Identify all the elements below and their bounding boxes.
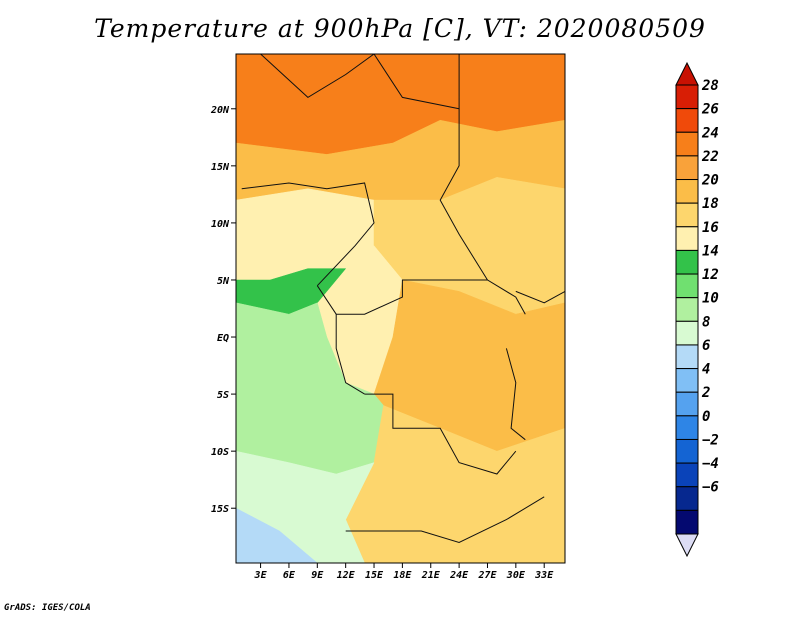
colorbar-swatch-8 — [675, 249, 699, 275]
colorbar-label-6: 18 — [702, 196, 719, 212]
colorbar-label-18: −6 — [702, 480, 719, 496]
y-tick-label-15S: 15S — [211, 504, 229, 515]
x-tick-label-3E: 3E — [254, 570, 268, 581]
temperature-region-11 — [236, 507, 318, 563]
colorbar-label-14: 2 — [701, 385, 710, 401]
border-line-10 — [515, 290, 565, 304]
border-line-6 — [335, 314, 365, 395]
colorbar-under-arrow — [675, 533, 699, 558]
map-plot-area — [236, 54, 565, 563]
border-line-9 — [505, 348, 526, 441]
colorbar-swatch-6 — [675, 202, 699, 228]
colorbar-label-3: 24 — [701, 125, 719, 141]
colorbar-swatch-7 — [675, 226, 699, 251]
colorbar-label-5: 20 — [701, 173, 719, 189]
x-tick-label-30E: 30E — [506, 570, 526, 581]
colorbar-swatch-2 — [675, 108, 699, 133]
colorbar-label-17: −4 — [702, 456, 719, 472]
y-tick-label-EQ: EQ — [217, 333, 229, 344]
footer-credit: GrADS: IGES/COLA — [4, 603, 91, 613]
x-tick-label-9E: 9E — [311, 570, 324, 581]
chart-title: Temperature at 900hPa [C], VT: 202008050… — [94, 14, 706, 43]
colorbar-label-16: −2 — [702, 432, 719, 448]
y-tick-label-5S: 5S — [217, 390, 229, 401]
colorbar-swatch-17 — [675, 462, 699, 488]
x-tick-label-15E: 15E — [365, 570, 384, 581]
colorbar-label-11: 8 — [702, 314, 710, 330]
y-tick-label-10S: 10S — [211, 447, 229, 458]
border-line-8 — [345, 496, 545, 544]
x-tick-label-12E: 12E — [337, 570, 356, 581]
x-tick-label-27E: 27E — [477, 570, 497, 581]
border-line-2 — [373, 54, 460, 110]
colorbar-label-7: 16 — [702, 220, 719, 236]
y-axis: 20N 15N 10N 5N EQ 5S 10S 15S — [210, 105, 236, 515]
colorbar-label-10: 10 — [702, 291, 719, 307]
colorbar-label-4: 22 — [701, 149, 719, 165]
y-tick-label-10N: 10N — [211, 219, 230, 230]
colorbar-swatch-3 — [675, 131, 699, 157]
colorbar-swatch-9 — [675, 273, 699, 299]
border-line-5 — [316, 279, 526, 315]
x-tick-label-21E: 21E — [421, 570, 441, 581]
colorbar-label-2: 26 — [701, 102, 719, 118]
colorbar-label-12: 6 — [702, 338, 710, 354]
y-tick-label-5N: 5N — [217, 276, 230, 287]
colorbar-swatch-13 — [675, 368, 699, 393]
colorbar-label-8: 14 — [702, 243, 719, 259]
country-borders — [241, 54, 565, 544]
colorbar-swatch-15 — [675, 415, 699, 440]
x-tick-label-24E: 24E — [449, 570, 469, 581]
x-tick-label-6E: 6E — [283, 570, 296, 581]
colorbar-swatch-10 — [675, 297, 699, 322]
colorbar-swatch-18 — [675, 486, 699, 511]
colorbar-swatch-16 — [675, 438, 699, 464]
y-tick-label-15N: 15N — [211, 162, 230, 173]
x-axis: 3E 6E 9E 12E 15E 18E 21E 24E 27E 30E 33E — [254, 563, 554, 581]
colorbar-label-1: 28 — [701, 78, 719, 94]
border-line-7 — [364, 393, 517, 475]
colorbar-swatch-11 — [675, 320, 699, 346]
colorbar-swatch-1 — [675, 84, 699, 110]
colorbar-label-15: 0 — [702, 409, 710, 425]
colorbar-label-13: 4 — [702, 362, 710, 378]
colorbar-swatch-5 — [675, 179, 699, 204]
plot-frame — [235, 53, 566, 564]
border-line-1 — [260, 54, 375, 99]
colorbar-swatch-14 — [675, 391, 699, 417]
border-line-3 — [439, 108, 488, 281]
colorbar-label-9: 12 — [702, 267, 719, 283]
colorbar-swatch-19 — [675, 509, 699, 535]
border-line-4 — [241, 182, 375, 287]
colorbar-swatch-12 — [675, 344, 699, 370]
colorbar-over-arrow — [675, 61, 699, 86]
x-tick-label-18E: 18E — [393, 570, 412, 581]
x-tick-label-33E: 33E — [534, 570, 554, 581]
colorbar-swatch-4 — [675, 155, 699, 181]
y-tick-label-20N: 20N — [210, 105, 230, 116]
